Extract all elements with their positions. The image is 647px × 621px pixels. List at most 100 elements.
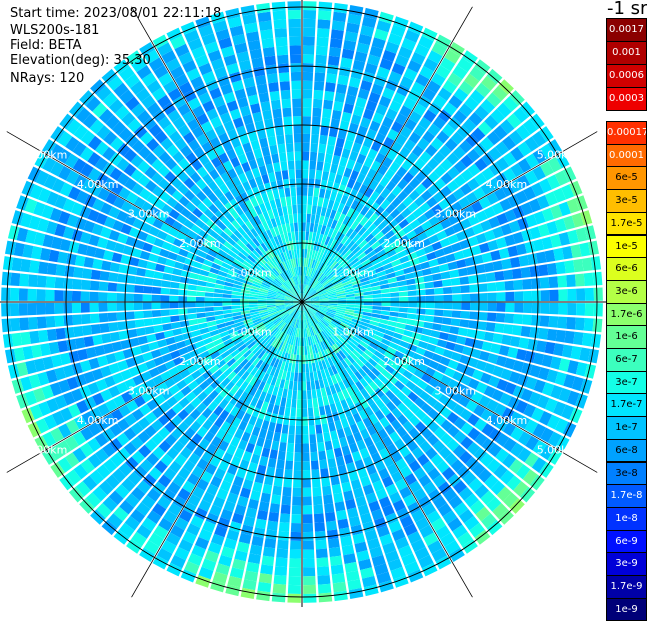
beta-cell [270, 503, 280, 513]
beta-cell [456, 259, 466, 268]
beta-cell [295, 231, 299, 240]
range-label: 4.00km [486, 178, 528, 191]
beta-cell [424, 282, 434, 289]
beta-cell [316, 46, 328, 56]
beta-cell [280, 81, 290, 91]
beta-cell [435, 295, 444, 301]
beta-cell [381, 311, 390, 316]
beta-cell [264, 439, 272, 449]
beta-cell [169, 302, 178, 308]
beta-cell [332, 439, 340, 449]
beta-cell [330, 164, 338, 174]
beta-cell [270, 145, 278, 155]
beta-cell [334, 146, 343, 156]
beta-cell [259, 456, 268, 466]
beta-cell [138, 259, 148, 268]
beta-cell [296, 417, 302, 426]
beta-cell [326, 145, 334, 155]
beta-cell [291, 399, 296, 408]
beta-cell [19, 317, 29, 330]
beta-cell [355, 296, 364, 299]
beta-cell [312, 389, 317, 398]
range-label: 4.00km [77, 178, 119, 191]
beta-cell [100, 323, 110, 333]
beta-cell [298, 222, 302, 231]
beta-cell [332, 573, 345, 583]
beta-cell [206, 282, 215, 288]
beta-cell [155, 264, 165, 272]
beta-cell [249, 299, 258, 301]
beta-cell [309, 425, 315, 434]
beta-cell [312, 478, 321, 487]
beta-cell [549, 276, 559, 288]
beta-cell [160, 295, 169, 301]
beta-cell [423, 322, 433, 329]
beta-cell [283, 478, 292, 487]
beta-cell [430, 266, 440, 274]
beta-cell [188, 279, 198, 285]
beta-cell [260, 493, 270, 503]
beta-cell [205, 297, 214, 301]
beta-cell [382, 298, 391, 302]
beta-cell [594, 287, 603, 300]
beta-cell [479, 293, 488, 301]
beta-cell [266, 164, 274, 174]
beta-cell [289, 381, 294, 390]
beta-cell [1, 303, 10, 316]
beta-cell [277, 540, 288, 550]
beta-cell [328, 538, 340, 548]
beta-cell [591, 256, 601, 270]
beta-cell [318, 593, 332, 603]
beta-cell [303, 532, 314, 541]
beta-cell [279, 406, 285, 416]
beta-cell [478, 283, 487, 292]
beta-cell [422, 268, 432, 276]
colorbar-level: 1e-8 [606, 507, 647, 531]
beta-cell [303, 107, 312, 116]
beta-cell [302, 205, 306, 214]
beta-cell [223, 310, 232, 314]
beta-cell [416, 308, 425, 314]
beta-cell [271, 441, 279, 451]
beta-cell [256, 437, 265, 447]
beta-cell [567, 289, 576, 301]
beta-cell [439, 332, 449, 340]
beta-cell [529, 266, 539, 277]
beta-cell [488, 293, 497, 302]
beta-cell [164, 330, 174, 338]
beta-cell [196, 297, 205, 302]
beta-cell [372, 294, 381, 298]
colorbar-level: 3e-9 [606, 552, 647, 576]
beta-cell [567, 303, 576, 315]
colorbar-level: 1.7e-7 [606, 393, 647, 417]
beta-cell [550, 303, 559, 314]
beta-cell [327, 64, 338, 74]
beta-cell [460, 285, 469, 293]
beta-cell [171, 275, 181, 282]
beta-cell [293, 470, 301, 479]
colorbar-level: 0.0003 [606, 87, 647, 111]
beta-cell [399, 297, 408, 302]
beta-cell [214, 311, 223, 316]
beta-cell [320, 468, 329, 478]
beta-cell [312, 116, 321, 125]
beta-cell [260, 101, 270, 111]
beta-cell [314, 522, 325, 532]
beta-cell [303, 479, 311, 488]
beta-cell [273, 10, 286, 20]
beta-cell [290, 408, 296, 417]
beta-cell [424, 315, 434, 322]
beta-cell [477, 321, 487, 330]
colorbar-level: 1e-5 [606, 235, 647, 259]
beta-cell [294, 134, 301, 143]
colorbar-level: 0.00017 [606, 121, 647, 145]
beta-cell [325, 512, 336, 522]
beta-cell [486, 322, 496, 332]
beta-cell [290, 372, 294, 381]
beta-cell [314, 188, 320, 197]
beta-cell [240, 302, 249, 305]
beta-cell [469, 284, 478, 292]
beta-cell [326, 449, 334, 459]
beta-cell [422, 328, 432, 336]
beta-cell [134, 311, 143, 319]
